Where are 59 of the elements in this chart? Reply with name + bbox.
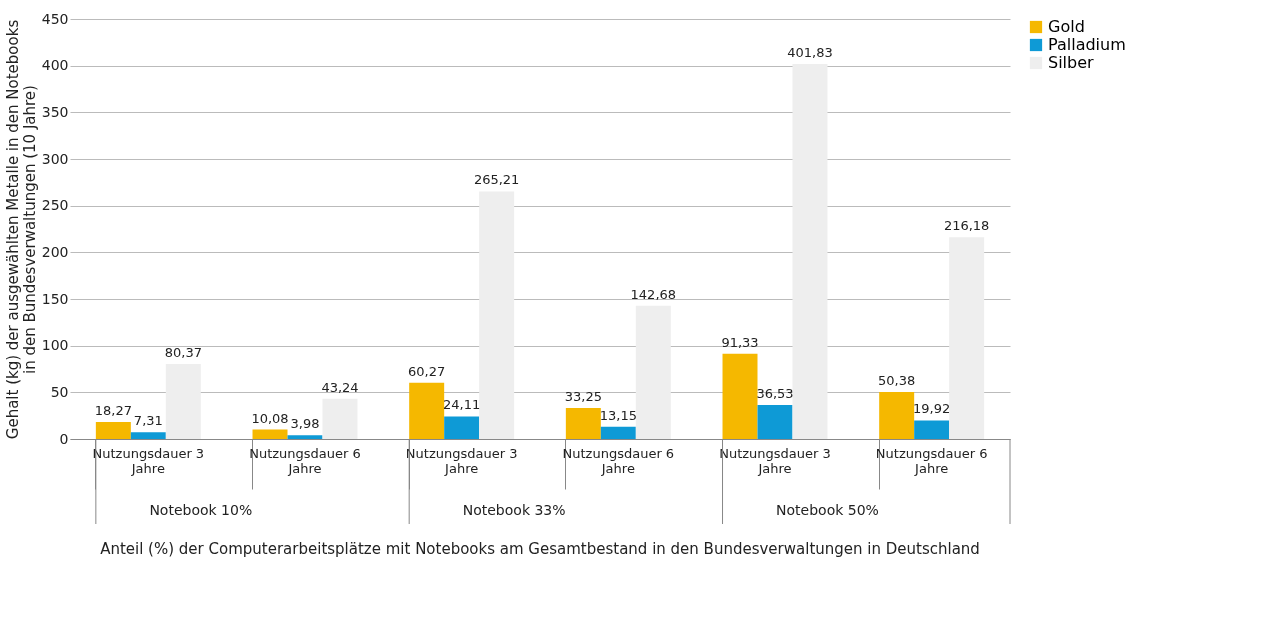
x-tick-label: Nutzungsdauer 3 Jahre (719, 445, 831, 476)
y-tick-label: 300 (41, 150, 69, 167)
data-label: 265,21 (473, 172, 520, 188)
data-label: 80,37 (164, 344, 202, 360)
y-tick-label: 450 (41, 10, 69, 27)
data-label: 18,27 (94, 402, 132, 418)
bar (914, 420, 950, 439)
bar (635, 305, 671, 439)
y-tick-label: 50 (50, 383, 69, 400)
y-tick-label: 100 (41, 337, 69, 354)
data-label: 13,15 (599, 407, 637, 423)
legend-label: Gold (1048, 17, 1085, 36)
data-label: 33,25 (564, 388, 602, 404)
data-label: 43,24 (321, 379, 359, 395)
x-tick-label: Nutzungsdauer 3 Jahre (405, 445, 518, 476)
y-tick-label: 400 (41, 57, 69, 74)
legend-label: Palladium (1048, 35, 1126, 54)
x-tick-label: Nutzungsdauer 6 Jahre (875, 445, 988, 476)
bar (600, 426, 636, 439)
bar (879, 391, 915, 439)
data-label: 216,18 (943, 218, 990, 234)
bar (479, 191, 515, 439)
y-axis-title: Gehalt (kg) der ausgewählten Metalle in den Notebooks in den Bundesverwaltungen (10 Jahre) (3, 19, 39, 440)
bar (95, 421, 131, 439)
bar (792, 63, 828, 439)
data-label: 401,83 (787, 44, 833, 60)
bar (565, 407, 601, 439)
bar (287, 435, 323, 439)
data-label: 7,31 (133, 413, 163, 429)
data-label: 24,11 (443, 397, 481, 413)
y-tick-label: 150 (41, 290, 69, 307)
data-label: 19,92 (913, 401, 951, 417)
bar (722, 353, 758, 439)
bar (130, 432, 166, 439)
bar (322, 398, 358, 439)
data-label: 60,27 (408, 363, 446, 379)
y-tick-label: 250 (41, 197, 69, 214)
text: Notebook 10% (149, 502, 253, 518)
text: Notebook 50% (776, 502, 879, 518)
y-tick-label: 0 (59, 430, 69, 447)
y-tick-label: 350 (41, 103, 69, 120)
data-label: 50,38 (878, 372, 916, 388)
data-label: 10,08 (251, 410, 289, 426)
x-tick-label: Nutzungsdauer 6 Jahre (249, 445, 361, 476)
bar (444, 416, 480, 439)
bar (949, 237, 985, 439)
x-axis-title: Anteil (%) der Computerarbeitsplätze mit Notebooks am Gesamtbestand in den Bundesverwaltungen in Deutschland (100, 540, 980, 558)
y-tick-label: 200 (41, 243, 69, 260)
bar (409, 382, 445, 439)
data-label: 142,68 (630, 286, 677, 302)
x-tick-label: Nutzungsdauer 3 Jahre (92, 445, 205, 476)
text: Notebook 33% (462, 502, 566, 518)
data-label: 91,33 (721, 334, 759, 350)
x-tick-label: Nutzungsdauer 6 Jahre (562, 445, 675, 476)
bar (757, 404, 793, 439)
bar (165, 363, 201, 439)
bar (252, 429, 288, 439)
data-label: 3,98 (290, 416, 320, 432)
legend-label: Silber (1048, 53, 1095, 72)
